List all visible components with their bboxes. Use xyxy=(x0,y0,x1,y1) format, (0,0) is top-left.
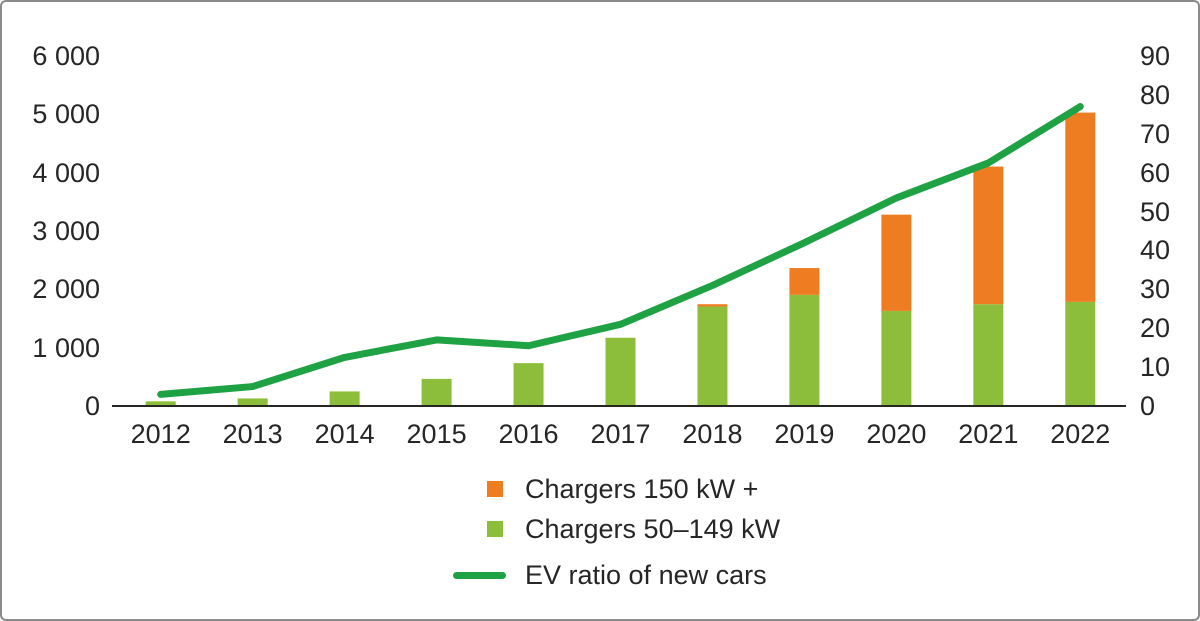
x-axis-label-2015: 2015 xyxy=(406,419,467,449)
bar-chargers-150kw-2022 xyxy=(1065,112,1096,302)
left-axis-tick-6000: 6 000 xyxy=(32,41,100,71)
bar-chargers-150kw-2019 xyxy=(789,268,820,295)
x-axis-label-2020: 2020 xyxy=(866,419,927,449)
bar-chargers-50-149kw-2022 xyxy=(1065,301,1096,406)
bar-chargers-150kw-2018 xyxy=(697,304,728,307)
x-axis-label-2018: 2018 xyxy=(682,419,743,449)
left-axis-tick-3000: 3 000 xyxy=(32,216,100,246)
bar-chargers-50-149kw-2013 xyxy=(237,398,268,406)
bar-chargers-50-149kw-2021 xyxy=(973,304,1004,406)
bar-chargers-50-149kw-2017 xyxy=(605,337,636,406)
x-axis-label-2012: 2012 xyxy=(130,419,191,449)
bar-chargers-50-149kw-2015 xyxy=(421,378,452,406)
x-axis-label-2019: 2019 xyxy=(774,419,835,449)
x-axis-label-2016: 2016 xyxy=(498,419,559,449)
left-axis-tick-0: 0 xyxy=(84,391,100,421)
x-axis-label-2017: 2017 xyxy=(590,419,651,449)
right-axis-tick-50: 50 xyxy=(1140,196,1171,227)
right-axis-tick-0: 0 xyxy=(1140,391,1156,421)
left-axis-tick-2000: 2 000 xyxy=(32,274,100,305)
left-axis-tick-5000: 5 000 xyxy=(32,99,100,130)
bar-chargers-150kw-2020 xyxy=(881,214,912,311)
bar-chargers-50-149kw-2014 xyxy=(329,391,360,406)
x-axis-label-2022: 2022 xyxy=(1050,419,1111,449)
right-axis-tick-30: 30 xyxy=(1140,274,1171,305)
left-axis-tick-4000: 4 000 xyxy=(32,157,100,188)
bar-chargers-50-149kw-2020 xyxy=(881,310,912,406)
right-axis-tick-10: 10 xyxy=(1140,352,1171,383)
x-axis-label-2013: 2013 xyxy=(222,419,283,449)
bar-chargers-50-149kw-2016 xyxy=(513,363,544,406)
right-axis-tick-80: 80 xyxy=(1140,79,1171,110)
bar-chargers-150kw-2021 xyxy=(973,166,1004,305)
right-axis-tick-90: 90 xyxy=(1140,41,1171,71)
x-axis-label-2014: 2014 xyxy=(314,419,375,449)
left-axis-tick-1000: 1 000 xyxy=(32,332,100,363)
bar-chargers-50-149kw-2019 xyxy=(789,294,820,406)
right-axis-tick-70: 70 xyxy=(1140,118,1171,149)
ev-ratio-line xyxy=(157,103,1084,398)
bar-chargers-50-149kw-2018 xyxy=(697,306,728,406)
bar-chargers-50-149kw-2012 xyxy=(145,401,176,406)
x-axis-label-2021: 2021 xyxy=(958,419,1019,449)
right-axis-tick-20: 20 xyxy=(1140,313,1171,344)
right-axis-tick-40: 40 xyxy=(1140,235,1171,266)
right-axis-tick-60: 60 xyxy=(1140,157,1171,188)
